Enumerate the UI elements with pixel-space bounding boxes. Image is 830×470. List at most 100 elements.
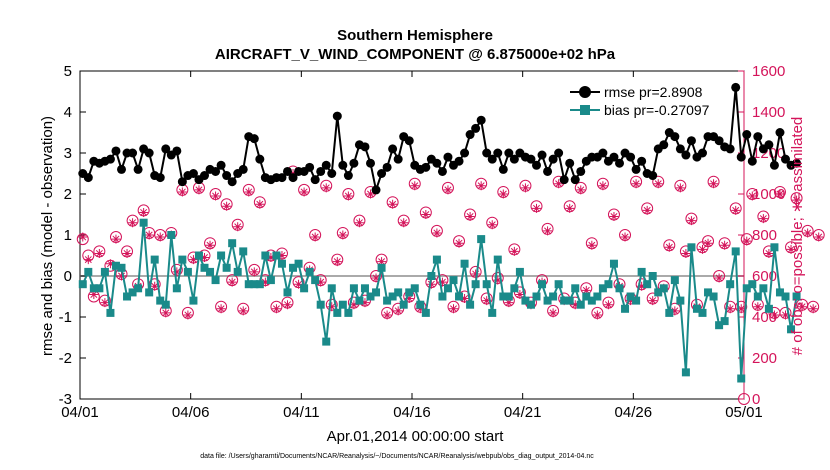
assimilated-obs-point [377,257,387,267]
rmse-point [747,156,757,166]
rmse-point [493,148,503,158]
bias-point [383,296,392,305]
bias-point [737,374,746,383]
assimilated-obs-point [388,199,398,209]
bias-point [637,267,646,276]
assimilated-obs-point [205,240,215,250]
rmse-point [421,162,431,172]
y2-tick-label: 800 [752,227,777,244]
assimilated-obs-point [211,191,221,201]
assimilated-obs-point [89,289,99,299]
bias-point [405,288,414,297]
assimilated-obs-point [277,251,287,260]
assimilated-obs-point [725,304,735,314]
assimilated-obs-point [736,304,746,314]
bias-line [81,222,798,379]
rmse-point [609,152,619,162]
rmse-point [753,132,763,142]
assimilated-obs-point [786,244,796,254]
rmse-point [764,140,774,150]
legend-bias-label: bias pr=-0.27097 [604,102,710,118]
bias-point [460,259,469,268]
bias-point [698,308,707,317]
rmse-point [404,136,414,146]
assimilated-obs-point [576,185,586,195]
assimilated-obs-point [78,232,88,242]
bias-point [372,288,381,297]
chart-subtitle: AIRCRAFT_V_WIND_COMPONENT @ 6.875000e+02… [215,46,616,63]
assimilated-obs-point [603,300,613,310]
bias-point [715,321,724,330]
assimilated-obs-point [349,300,359,310]
bias-point [676,296,685,305]
bias-point [449,276,458,285]
assimilated-obs-point [504,298,514,308]
y-axis-label: rmse and bias (model - observation) [39,116,56,356]
bias-point [333,308,342,317]
assimilated-obs-point [698,244,707,254]
rmse-point [105,154,115,164]
assimilated-obs-point [642,205,652,215]
assimilated-obs-point [714,273,724,283]
assimilated-obs-point [709,179,719,189]
assimilated-obs-point [194,185,204,195]
assimilated-obs-point [747,191,757,201]
data-file-footnote: data file: /Users/gharamti/Documents/NCA… [200,453,594,460]
bias-point [466,300,475,309]
rmse-point [731,82,741,92]
assimilated-obs-point [454,238,464,248]
y-tick-label: 3 [64,145,72,162]
rmse-point [498,164,508,174]
plot-frame [79,70,745,400]
rmse-point [598,148,608,158]
rmse-point [117,164,126,174]
rmse-point [631,164,641,174]
assimilated-obs-point [183,310,193,320]
assimilated-obs-point [343,191,353,201]
assimilated-obs-point [238,306,248,316]
bias-point [300,284,309,293]
rmse-point [742,130,752,140]
assimilated-obs-point [139,207,149,217]
bias-point [648,272,657,280]
assimilated-obs-point [592,310,602,320]
rmse-point [161,144,171,154]
assimilated-obs-point [808,304,818,314]
bias-point [349,284,358,293]
rmse-point [249,134,259,144]
bias-point [477,235,486,244]
assimilated-obs-point [587,240,597,250]
bias-point [355,296,364,305]
bias-point [145,288,154,297]
y2-tick-label: 1000 [752,186,785,203]
assimilated-obs-point [227,277,237,287]
bias-point [521,296,530,305]
assimilated-obs-point [631,179,641,189]
y2-axis-label: # of obs: o=possible; ∗=assimilated [789,117,806,356]
bias-point [692,304,701,313]
bias-point [394,288,403,297]
bias-point [576,300,585,309]
bias-point [621,304,630,313]
rmse-point [177,177,187,187]
bias-point [781,292,790,301]
assimilated-obs-point [366,189,375,199]
bias-point [172,284,181,293]
bias-point [704,288,713,297]
y-tick-label: -2 [59,350,72,367]
rmse-point [316,166,326,176]
bias-point [377,263,386,272]
rmse-point [487,154,497,164]
rmse-point [648,171,658,181]
bias-point [410,284,419,293]
assimilated-obs-point [670,306,680,316]
bias-point [305,267,314,276]
assimilated-obs-point [681,248,691,258]
bias-point [150,255,159,264]
assimilated-obs-point [769,310,779,320]
assimilated-obs-point [150,281,160,291]
assimilated-obs-point [797,302,807,312]
bias-point [255,280,264,289]
assimilated-obs-point [327,302,337,312]
